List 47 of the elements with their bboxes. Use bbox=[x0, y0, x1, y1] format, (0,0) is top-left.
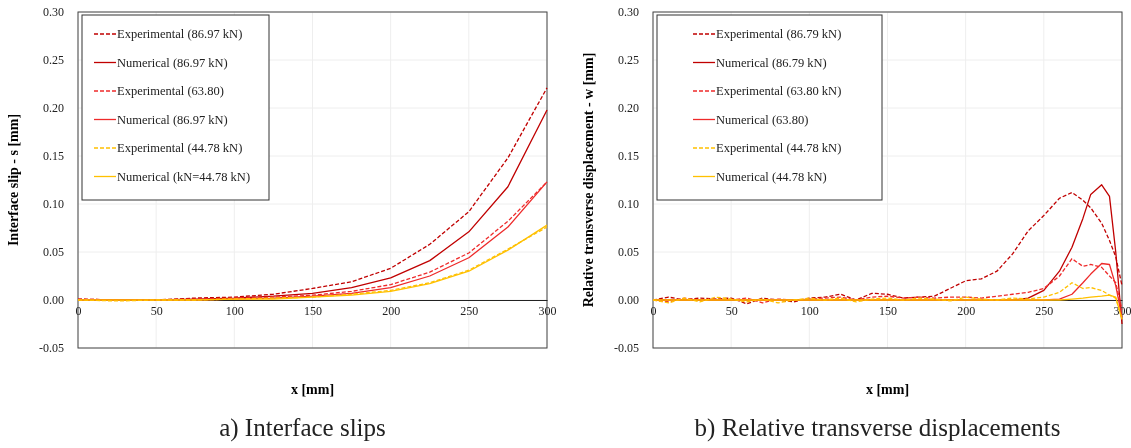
legend-label: Experimental (63.80 kN) bbox=[716, 84, 842, 98]
y-tick-label: 0.00 bbox=[618, 293, 639, 308]
legend-label: Experimental (86.79 kN) bbox=[716, 27, 842, 41]
x-tick-label: 200 bbox=[382, 303, 401, 318]
x-tick-label: 0 bbox=[650, 303, 657, 318]
y-tick-label: 0.30 bbox=[43, 5, 64, 20]
x-tick-label: 50 bbox=[725, 303, 738, 318]
y-axis-title: Relative transverse displacement - w [mm] bbox=[581, 52, 596, 308]
text: b) Relative transverse displacements bbox=[694, 414, 1061, 442]
legend-label: Experimental (44.78 kN) bbox=[716, 141, 842, 155]
legend-label: Experimental (86.97 kN) bbox=[117, 27, 243, 41]
x-tick-label: 250 bbox=[1035, 303, 1054, 318]
y-tick-label: 0.05 bbox=[43, 245, 64, 260]
legend-label: Numerical (44.78 kN) bbox=[716, 169, 827, 184]
y-tick-label: -0.05 bbox=[39, 341, 64, 356]
y-tick-label: -0.05 bbox=[614, 341, 639, 356]
y-tick-label: 0.25 bbox=[43, 53, 64, 68]
legend-label: Experimental (44.78 kN) bbox=[117, 141, 243, 155]
x-tick-label: 200 bbox=[957, 303, 976, 318]
x-axis-title: x [mm] bbox=[865, 382, 910, 397]
legend-label: Numerical (86.97 kN) bbox=[117, 55, 228, 70]
y-tick-label: 0.15 bbox=[43, 149, 64, 164]
x-tick-label: 100 bbox=[800, 303, 819, 318]
x-tick-label: 150 bbox=[879, 303, 897, 318]
y-tick-label: 0.15 bbox=[618, 149, 639, 164]
y-tick-label: 0.10 bbox=[43, 197, 64, 212]
x-tick-label: 150 bbox=[304, 303, 322, 318]
y-tick-label: 0.10 bbox=[618, 197, 639, 212]
legend-label: Numerical (63.80) bbox=[716, 112, 809, 127]
y-tick-label: 0.20 bbox=[43, 101, 64, 116]
legend-label: Experimental (63.80) bbox=[117, 84, 224, 98]
x-tick-label: 50 bbox=[150, 303, 163, 318]
y-tick-label: 0.30 bbox=[618, 5, 639, 20]
x-tick-label: 250 bbox=[460, 303, 479, 318]
y-tick-label: 0.05 bbox=[618, 245, 639, 260]
x-tick-label: 0 bbox=[75, 303, 82, 318]
legend-label: Numerical (86.97 kN) bbox=[117, 112, 228, 127]
x-tick-label: 300 bbox=[538, 303, 557, 318]
legend-label: Numerical (kN=44.78 kN) bbox=[117, 169, 251, 184]
x-axis-title: x [mm] bbox=[290, 382, 335, 397]
y-tick-label: 0.00 bbox=[43, 293, 64, 308]
y-tick-label: 0.25 bbox=[618, 53, 639, 68]
y-tick-label: 0.20 bbox=[618, 101, 639, 116]
x-tick-label: 100 bbox=[225, 303, 244, 318]
text: a) Interface slips bbox=[219, 414, 386, 442]
y-axis-title: Interface slip - s [mm] bbox=[6, 113, 21, 247]
legend-label: Numerical (86.79 kN) bbox=[716, 55, 827, 70]
